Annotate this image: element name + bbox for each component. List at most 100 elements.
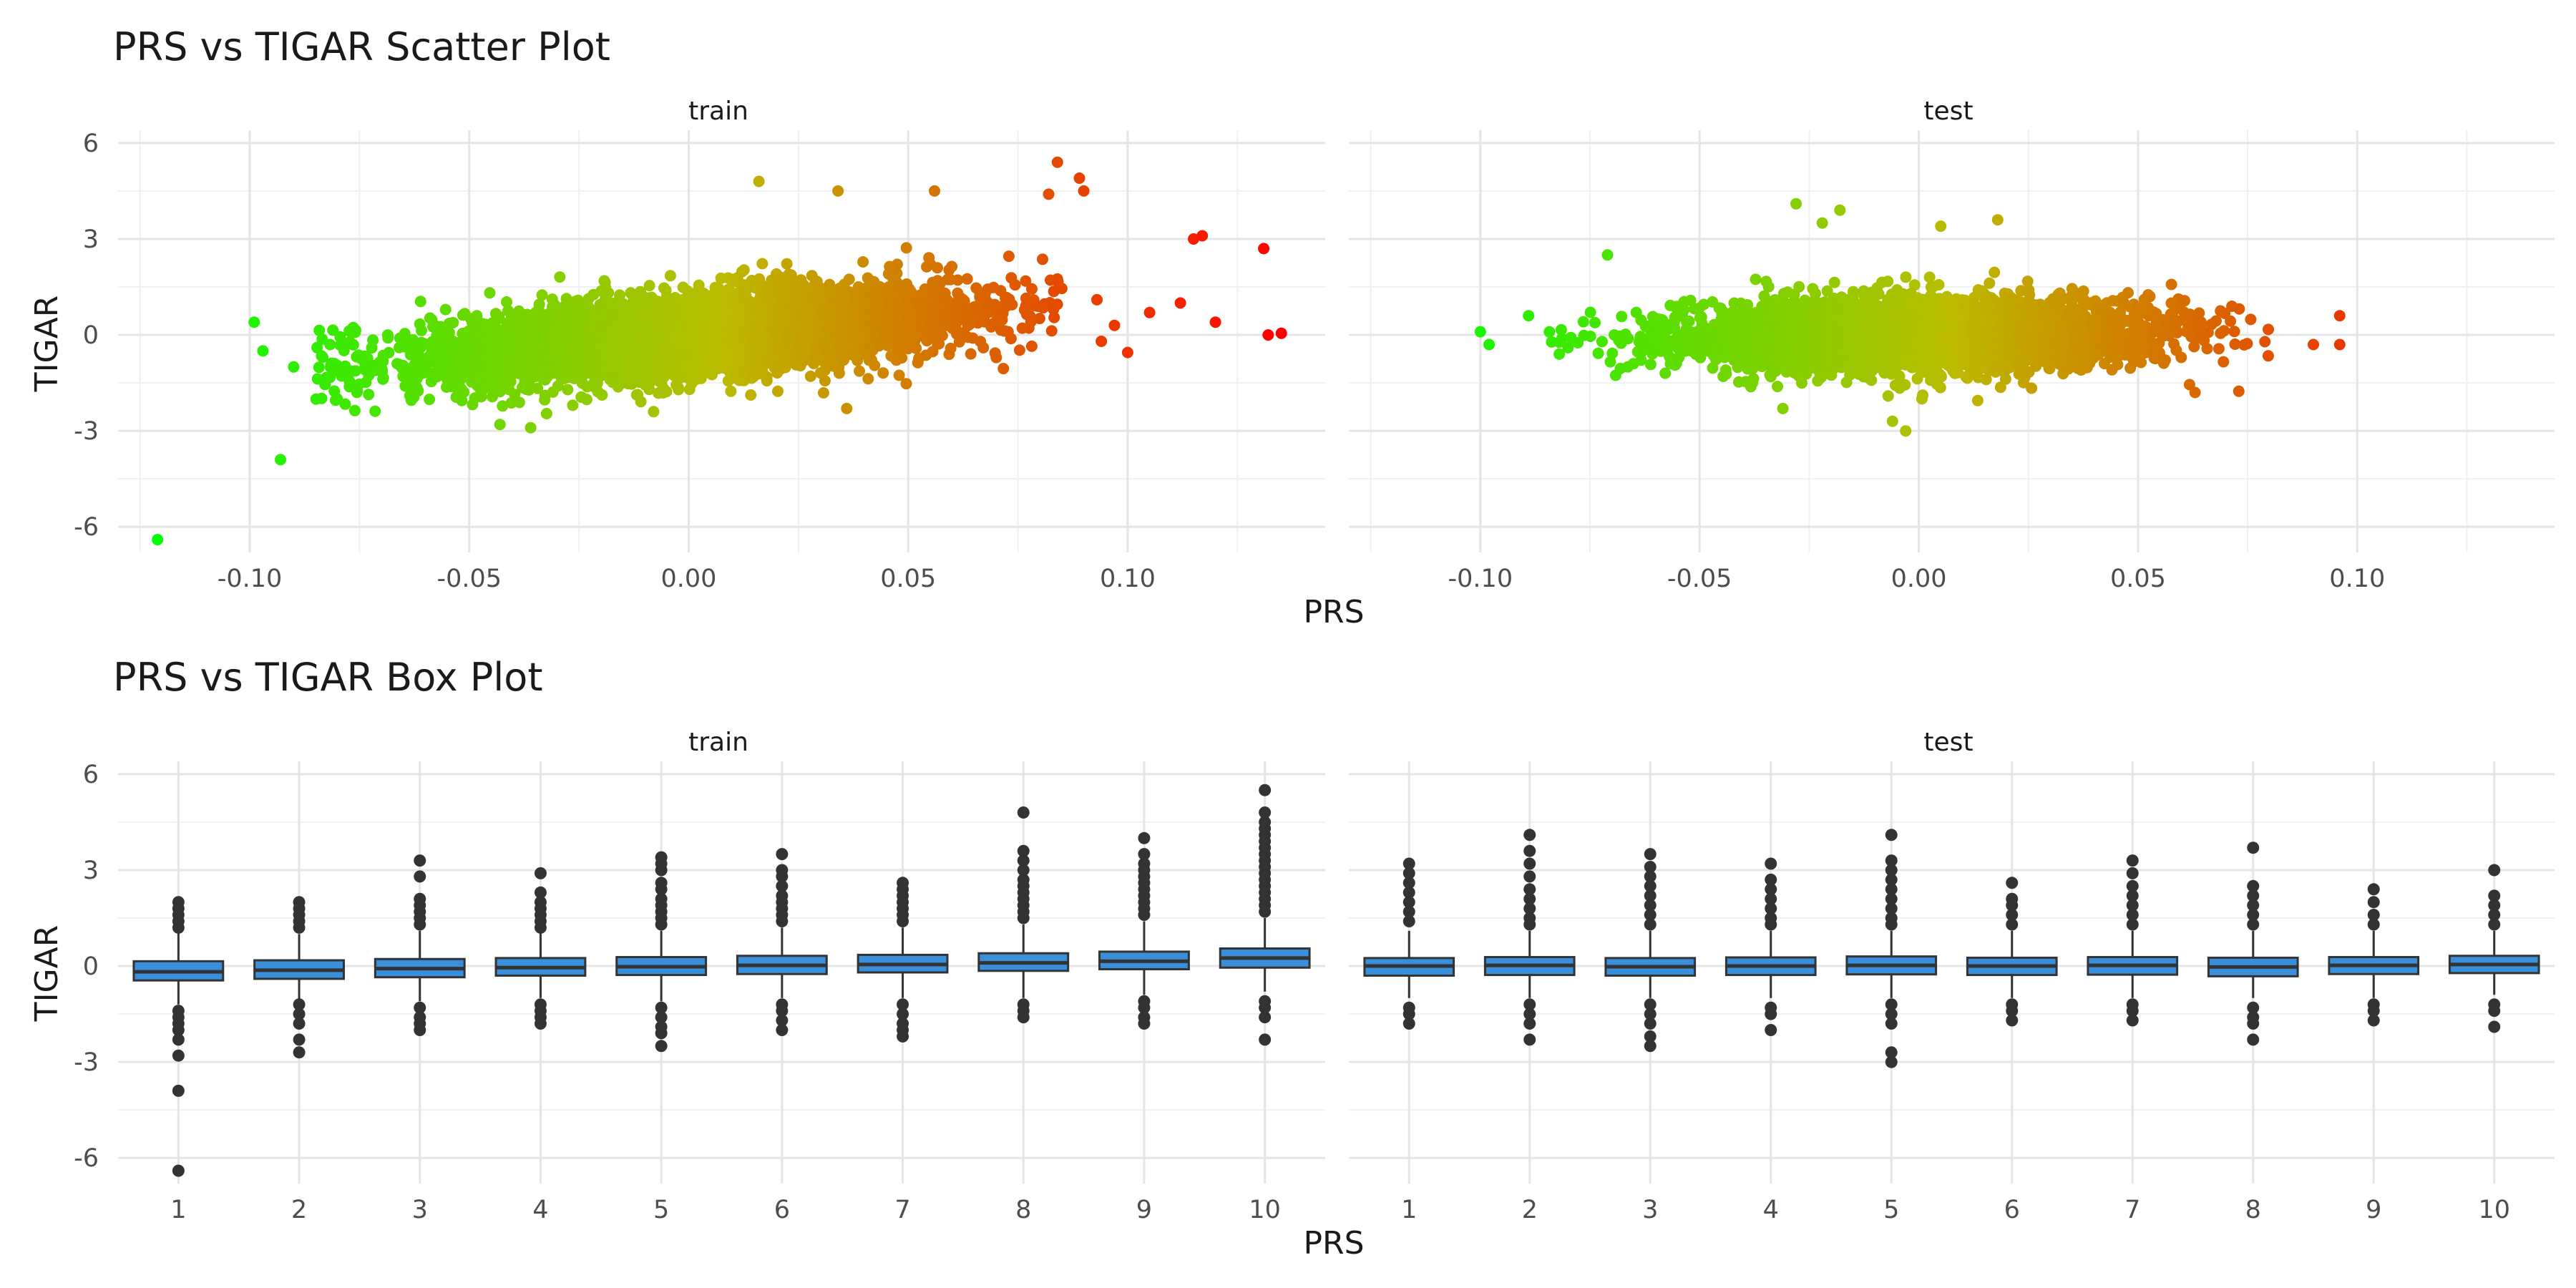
scatter-point bbox=[713, 283, 725, 295]
scatter-point bbox=[439, 303, 452, 316]
scatter-point bbox=[843, 273, 855, 286]
scatter-point bbox=[781, 341, 794, 353]
scatter-point bbox=[590, 377, 602, 389]
scatter-point bbox=[967, 332, 979, 344]
scatter-point bbox=[572, 310, 584, 322]
scatter-point bbox=[763, 352, 775, 364]
scatter-point bbox=[863, 342, 874, 354]
scatter-point bbox=[774, 271, 786, 283]
scatter-point bbox=[567, 399, 579, 411]
scatter-point bbox=[764, 295, 776, 307]
scatter-point bbox=[313, 324, 326, 336]
scatter-point bbox=[441, 373, 453, 385]
scatter-point bbox=[677, 361, 689, 374]
scatter-train-panel bbox=[118, 130, 1325, 552]
scatter-point bbox=[683, 326, 694, 338]
scatter-point bbox=[348, 404, 361, 416]
scatter-point bbox=[910, 342, 922, 354]
scatter-point bbox=[965, 348, 977, 360]
scatter-point bbox=[530, 306, 542, 318]
scatter-point bbox=[772, 385, 784, 397]
scatter-point bbox=[424, 394, 436, 406]
scatter-point bbox=[923, 252, 935, 264]
scatter-point bbox=[970, 300, 982, 312]
scatter-point bbox=[457, 309, 469, 321]
scatter-point bbox=[643, 384, 655, 396]
scatter-point bbox=[1037, 253, 1048, 265]
scatter-title: PRS vs TIGAR Scatter Plot bbox=[113, 24, 610, 69]
scatter-point bbox=[1045, 325, 1058, 337]
scatter-point bbox=[594, 308, 605, 321]
scatter-point bbox=[832, 295, 844, 307]
scatter-point bbox=[545, 362, 557, 374]
scatter-point bbox=[854, 365, 865, 377]
scatter-point bbox=[721, 349, 733, 361]
scatter-point bbox=[1052, 275, 1064, 288]
scatter-point bbox=[779, 361, 791, 374]
scatter-point bbox=[665, 316, 678, 328]
scatter-point bbox=[682, 340, 694, 352]
scatter-point bbox=[776, 293, 788, 306]
scatter-point bbox=[862, 272, 874, 284]
scatter-point bbox=[658, 340, 670, 352]
scatter-point bbox=[793, 338, 805, 350]
scatter-point bbox=[893, 369, 905, 381]
scatter-point bbox=[995, 285, 1007, 297]
scatter-point bbox=[595, 342, 607, 354]
scatter-point bbox=[953, 336, 965, 348]
scatter-point bbox=[369, 405, 381, 417]
scatter-point bbox=[622, 351, 634, 363]
scatter-point bbox=[922, 297, 934, 308]
scatter-point bbox=[865, 353, 877, 366]
scatter-point bbox=[789, 299, 801, 311]
scatter-point bbox=[411, 381, 423, 394]
scatter-point bbox=[635, 396, 647, 408]
scatter-point bbox=[347, 338, 359, 351]
scatter-point bbox=[1038, 298, 1050, 310]
scatter-point bbox=[343, 381, 356, 393]
scatter-point bbox=[900, 378, 912, 390]
scatter-point bbox=[989, 298, 1001, 311]
scatter-point bbox=[791, 276, 803, 288]
scatter-point bbox=[353, 349, 364, 361]
scatter-point bbox=[397, 370, 409, 382]
scatter-point bbox=[518, 381, 530, 394]
scatter-point bbox=[420, 360, 432, 372]
scatter-point bbox=[779, 283, 791, 296]
scatter-point bbox=[862, 373, 874, 385]
scatter-point bbox=[643, 280, 655, 292]
scatter-point bbox=[331, 359, 343, 371]
scatter-point bbox=[535, 340, 547, 352]
scatter-point bbox=[554, 342, 565, 354]
scatter-point bbox=[681, 285, 693, 297]
scatter-point bbox=[311, 373, 323, 385]
scatter-point bbox=[890, 311, 902, 323]
scatter-point bbox=[730, 361, 742, 374]
scatter-point bbox=[507, 364, 519, 376]
scatter-point bbox=[592, 332, 605, 344]
scatter-point bbox=[539, 394, 551, 406]
scatter-point bbox=[494, 386, 506, 398]
scatter-point bbox=[429, 320, 441, 332]
scatter-point bbox=[431, 329, 443, 341]
scatter-point bbox=[1016, 322, 1028, 334]
scatter-point bbox=[393, 358, 405, 371]
scatter-point bbox=[852, 351, 864, 363]
scatter-point bbox=[711, 353, 723, 365]
scatter-point bbox=[731, 299, 742, 311]
scatter-point bbox=[946, 260, 958, 273]
scatter-point bbox=[748, 353, 761, 366]
scatter-point bbox=[313, 361, 325, 374]
scatter-point bbox=[806, 294, 818, 306]
scatter-point bbox=[651, 321, 663, 333]
scatter-point bbox=[997, 307, 1009, 319]
scatter-point bbox=[383, 346, 395, 358]
scatter-point bbox=[890, 322, 902, 334]
scatter-point bbox=[382, 332, 394, 344]
scatter-point bbox=[454, 345, 466, 357]
scatter-point bbox=[980, 308, 992, 320]
scatter-point bbox=[575, 338, 587, 350]
scatter-point bbox=[513, 305, 525, 317]
scatter-point bbox=[561, 355, 572, 367]
